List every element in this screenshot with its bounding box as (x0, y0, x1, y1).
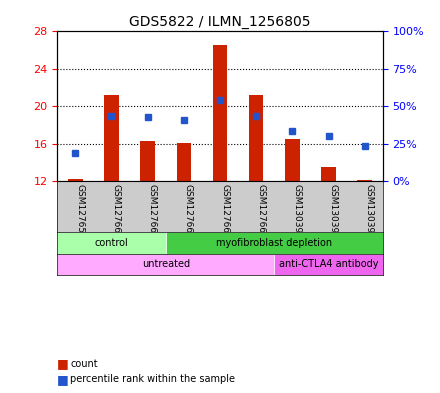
Bar (166, 232, 383, 254)
Text: GSM1276604: GSM1276604 (256, 184, 265, 244)
Text: GSM1276601: GSM1276601 (148, 184, 157, 244)
Bar (57, 232, 166, 254)
Text: GSM1276600: GSM1276600 (111, 184, 121, 244)
Text: GSM1303942: GSM1303942 (365, 184, 374, 244)
Text: GSM1303940: GSM1303940 (292, 184, 301, 244)
Text: GSM1276599: GSM1276599 (75, 184, 84, 244)
Text: GSM1276602: GSM1276602 (184, 184, 193, 244)
Bar (68, 179, 83, 181)
Text: anti-CTLA4 antibody: anti-CTLA4 antibody (279, 259, 378, 270)
Bar (274, 254, 383, 275)
Bar (357, 180, 372, 181)
Bar (321, 167, 336, 181)
Text: ■: ■ (57, 373, 69, 386)
Bar (249, 95, 264, 181)
Bar (140, 141, 155, 181)
Bar (285, 139, 300, 181)
Title: GDS5822 / ILMN_1256805: GDS5822 / ILMN_1256805 (129, 15, 311, 29)
Text: GSM1303941: GSM1303941 (329, 184, 337, 244)
Text: GSM1276603: GSM1276603 (220, 184, 229, 244)
Bar (176, 143, 191, 181)
Text: control: control (95, 238, 128, 248)
Text: ■: ■ (57, 357, 69, 370)
Bar (213, 46, 227, 181)
Bar (104, 95, 119, 181)
Text: untreated: untreated (142, 259, 190, 270)
Text: count: count (70, 358, 98, 369)
Text: percentile rank within the sample: percentile rank within the sample (70, 374, 235, 384)
Text: myofibroblast depletion: myofibroblast depletion (216, 238, 332, 248)
Bar (57, 254, 274, 275)
